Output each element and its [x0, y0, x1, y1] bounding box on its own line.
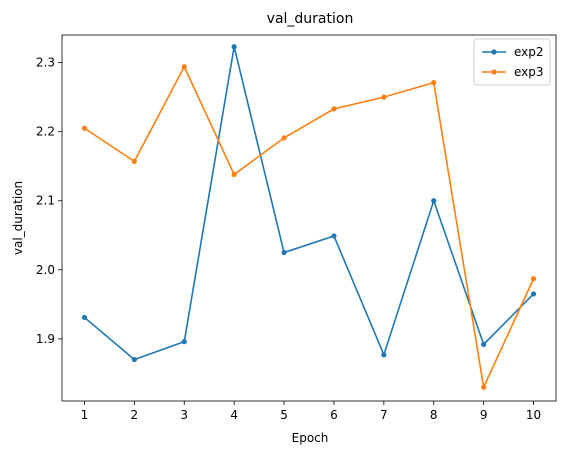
- x-tick-label: 10: [526, 408, 541, 422]
- data-point-exp3: [281, 135, 287, 141]
- data-point-exp3: [481, 384, 487, 390]
- data-point-exp2: [181, 339, 187, 345]
- legend: exp2 exp3: [473, 38, 551, 86]
- x-axis-title: Epoch: [292, 431, 329, 445]
- data-point-exp3: [231, 171, 237, 178]
- y-tick-label: 2.0: [36, 263, 55, 277]
- x-tick-label: 4: [230, 408, 238, 422]
- y-tick-label: 2.2: [36, 125, 55, 139]
- plot-area: 1 2 3 4 5 6 7 8 9 10 1.9 2.0 2.1 2.2 2.3: [36, 34, 557, 422]
- chart-title: val_duration: [267, 11, 354, 27]
- data-point-exp3: [530, 276, 537, 282]
- x-tick-label: 2: [131, 408, 139, 422]
- x-tick-label: 7: [380, 408, 388, 422]
- data-point-exp3: [81, 125, 88, 131]
- data-point-exp2: [231, 44, 237, 50]
- data-point-exp2: [281, 249, 287, 256]
- series-line-exp2: [83, 46, 535, 361]
- data-point-exp3: [431, 80, 437, 86]
- series-line-exp3: [84, 64, 535, 390]
- y-tick-label: 2.3: [36, 56, 55, 70]
- x-tick-label: 6: [330, 408, 338, 422]
- data-point-exp2: [431, 198, 437, 204]
- plot-frame: [61, 34, 557, 402]
- data-point-exp3: [181, 64, 187, 70]
- y-axis-title: val_duration: [11, 181, 25, 255]
- y-tick-label: 1.9: [36, 332, 55, 346]
- legend-marker-exp2: [491, 49, 497, 55]
- data-point-exp2: [481, 341, 487, 347]
- data-point-exp3: [131, 158, 137, 164]
- x-tick-label: 8: [430, 408, 438, 422]
- data-point-exp2: [381, 352, 387, 358]
- x-tick-label: 3: [180, 408, 188, 422]
- data-point-exp2: [331, 233, 337, 239]
- x-tick-label: 9: [480, 408, 488, 422]
- x-tick-label: 5: [280, 408, 288, 422]
- legend-label-exp3: exp3: [514, 65, 544, 79]
- legend-marker-exp3: [491, 69, 497, 75]
- legend-label-exp2: exp2: [514, 45, 544, 59]
- data-point-exp3: [331, 106, 337, 112]
- x-tick-label: 1: [81, 408, 89, 422]
- y-tick-label: 2.1: [36, 194, 55, 208]
- data-point-exp2: [81, 314, 88, 321]
- data-point-exp2: [131, 356, 137, 363]
- data-point-exp2: [530, 291, 537, 297]
- data-point-exp3: [381, 94, 387, 100]
